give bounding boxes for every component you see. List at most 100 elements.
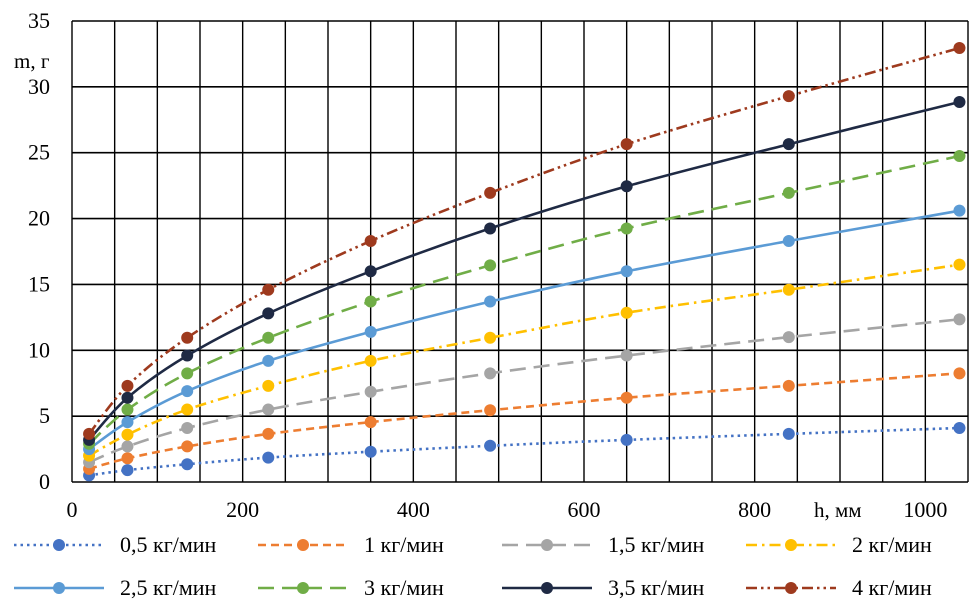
y-tick-label: 35 (28, 8, 50, 33)
series-line (88, 426, 960, 477)
data-point (953, 42, 966, 55)
data-point (364, 234, 377, 247)
data-point (121, 464, 134, 477)
legend-item: 3 кг/мин (258, 575, 444, 600)
data-point (620, 391, 633, 404)
data-point (181, 349, 194, 362)
legend-label: 4 кг/мин (852, 575, 932, 600)
grid (71, 20, 969, 483)
series-line (88, 46, 960, 435)
data-point (121, 452, 134, 465)
data-point (953, 204, 966, 217)
data-point (181, 421, 194, 434)
data-point (782, 331, 795, 344)
data-point (484, 331, 497, 344)
data-point (364, 354, 377, 367)
data-point (953, 421, 966, 434)
data-point (484, 367, 497, 380)
data-point (121, 416, 134, 429)
legend-item: 1,5 кг/мин (502, 532, 705, 557)
data-point (262, 354, 275, 367)
legend-marker (541, 582, 553, 594)
data-point (953, 150, 966, 163)
series-line (88, 100, 960, 441)
y-tick-label: 15 (28, 271, 50, 296)
data-point (484, 186, 497, 199)
legend-label: 3 кг/мин (364, 575, 444, 600)
data-point (181, 440, 194, 453)
data-point (782, 234, 795, 247)
y-axis-label: m, г (14, 49, 50, 73)
data-point (181, 385, 194, 398)
legend-marker (785, 539, 797, 551)
series-line (88, 209, 960, 451)
data-point (262, 451, 275, 464)
data-point (620, 433, 633, 446)
data-point (262, 379, 275, 392)
data-point (620, 180, 633, 193)
data-point (782, 138, 795, 151)
data-point (262, 427, 275, 440)
data-point (121, 428, 134, 441)
data-point (364, 385, 377, 398)
data-point (953, 96, 966, 109)
legend-marker (297, 539, 309, 551)
legend-marker (541, 539, 553, 551)
data-point (121, 391, 134, 404)
legend-marker (785, 582, 797, 594)
legend: 0,5 кг/мин 1 кг/мин 1,5 кг/мин 2 кг/мин 2,5 … (14, 532, 932, 600)
series-line (88, 263, 960, 457)
data-point (364, 416, 377, 429)
data-point (181, 458, 194, 471)
data-point (262, 331, 275, 344)
data-point (364, 445, 377, 458)
data-point (262, 283, 275, 296)
y-tick-label: 25 (28, 140, 50, 165)
data-point (782, 186, 795, 199)
data-point (181, 403, 194, 416)
legend-label: 3,5 кг/мин (608, 575, 705, 600)
legend-marker (297, 582, 309, 594)
data-point (262, 403, 275, 416)
x-tick-label: 800 (738, 497, 771, 522)
y-tick-label: 10 (28, 337, 50, 362)
x-tick-label: 1000 (903, 497, 947, 522)
series-line (88, 154, 960, 445)
legend-label: 1,5 кг/мин (608, 532, 705, 557)
data-point (364, 325, 377, 338)
data-point (782, 283, 795, 296)
y-tick-label: 30 (28, 74, 50, 99)
legend-item: 1 кг/мин (258, 532, 444, 557)
data-point (121, 379, 134, 392)
data-point (620, 265, 633, 278)
y-tick-label: 0 (39, 469, 50, 494)
series-1 (83, 421, 966, 482)
data-point (782, 379, 795, 392)
legend-marker (53, 539, 65, 551)
x-tick-label: 600 (568, 497, 601, 522)
data-point (953, 367, 966, 380)
tick-labels: 0 5 10 15 20 25 30 35 0 200 400 600 800 1000 (28, 8, 947, 522)
series-7 (83, 96, 966, 446)
x-tick-label: 0 (67, 497, 78, 522)
series-line (88, 372, 960, 471)
data-point (620, 222, 633, 235)
data-point (620, 349, 633, 362)
x-tick-label: 200 (226, 497, 259, 522)
data-point (121, 403, 134, 416)
data-point (364, 265, 377, 278)
series-5 (83, 204, 966, 456)
legend-item: 3,5 кг/мин (502, 575, 705, 600)
data-point (953, 258, 966, 271)
legend-item: 4 кг/мин (746, 575, 932, 600)
legend-item: 2 кг/мин (746, 532, 932, 557)
data-point (782, 90, 795, 103)
data-point (953, 313, 966, 326)
data-point (620, 306, 633, 319)
data-point (262, 307, 275, 320)
data-point (484, 259, 497, 272)
data-point (121, 440, 134, 453)
data-point (484, 295, 497, 308)
series-8 (83, 42, 966, 440)
data-point (782, 427, 795, 440)
